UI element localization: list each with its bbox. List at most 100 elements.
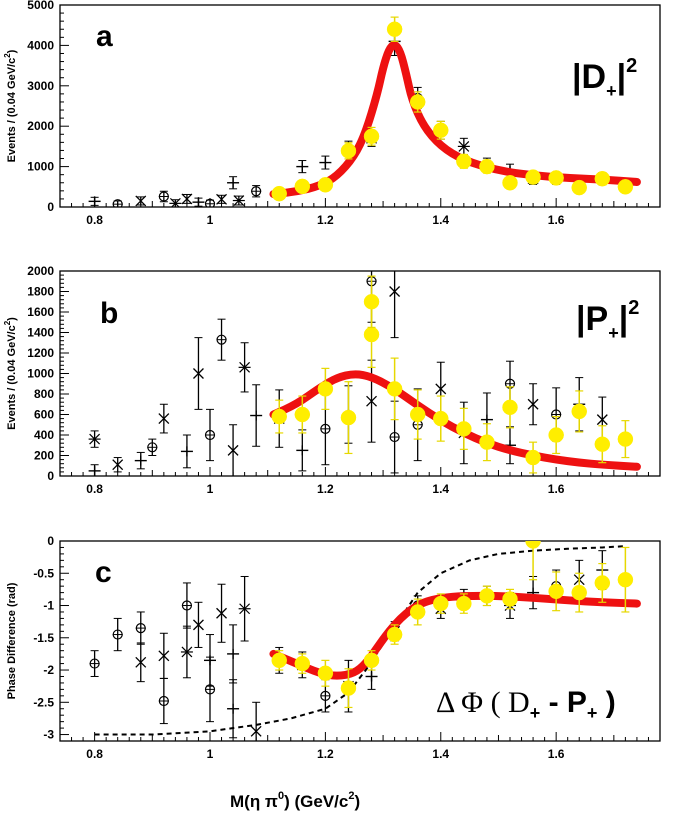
x-tick-label: 0.8 (86, 747, 103, 761)
black-marker (204, 429, 216, 441)
yellow-point (548, 427, 564, 443)
panel-annotation-c: Δ Φ ( D+ - P+ ) (436, 686, 616, 723)
y-axis-label-c: Phase Difference (rad) (6, 582, 18, 699)
yellow-point (548, 170, 564, 186)
black-marker (365, 671, 378, 682)
y-tick-label: 1800 (27, 285, 54, 299)
yellow-point (502, 399, 518, 416)
black-marker (296, 161, 309, 172)
x-axis-title: M(η π0) (GeV/c2) (230, 790, 360, 811)
yellow-point (386, 626, 403, 643)
x-tick-label: 1.2 (317, 747, 334, 761)
yellow-point (363, 294, 380, 310)
y-axis-label-a: Events / (0.04 GeV/c2) (3, 49, 18, 162)
y-tick-label: 200 (34, 449, 54, 463)
yellow-point (571, 179, 587, 196)
black-marker (88, 196, 101, 207)
black-marker-d2 (227, 444, 239, 456)
yellow-point (433, 122, 449, 138)
yellow-point (479, 158, 495, 175)
black-marker (320, 690, 331, 701)
black-marker-d2 (135, 195, 147, 207)
yellow-point (363, 652, 380, 669)
x-tick-label: 1.4 (432, 213, 449, 227)
plot-area-c (89, 541, 641, 741)
y-tick-label: 1400 (27, 326, 54, 340)
yellow-point (594, 575, 611, 591)
panel-b: 0.8 1 1.2 1.4 1.6 0 200 400 600 800 1000 1200 1400 16… (3, 264, 661, 496)
yellow-point (433, 595, 449, 612)
yellow-point (409, 406, 426, 423)
black-marker (238, 603, 251, 615)
black-marker-d2 (158, 413, 170, 425)
black-marker-d2 (366, 395, 377, 407)
black-marker (158, 191, 169, 202)
black-marker (193, 619, 204, 631)
x-tick-label: 1 (207, 482, 214, 496)
black-marker-d2 (596, 414, 608, 426)
black-marker-d2 (435, 383, 447, 395)
yellow-point (525, 169, 541, 185)
yellow-point (456, 421, 472, 437)
black-marker-d2 (389, 286, 401, 297)
black-marker-d2 (112, 459, 124, 471)
y-tick-label: -2 (43, 663, 54, 677)
black-marker (181, 193, 193, 205)
black-marker (180, 646, 193, 658)
yellow-point (271, 185, 287, 202)
x-tick-label: 1 (207, 213, 214, 227)
yellow-point (479, 434, 495, 450)
black-marker (296, 445, 309, 456)
black-marker-d2 (193, 619, 204, 631)
black-marker (320, 423, 331, 434)
plot-area-a (88, 16, 641, 207)
black-marker-d2 (527, 398, 539, 410)
black-marker (192, 197, 205, 207)
black-marker (227, 444, 239, 456)
black-marker (135, 656, 147, 668)
black-marker (112, 199, 123, 207)
x-tick-label: 0.8 (86, 482, 103, 496)
yellow-point (548, 583, 564, 600)
y-tick-label: 0 (47, 469, 54, 483)
black-marker (135, 195, 147, 207)
black-marker (238, 361, 251, 373)
black-marker (158, 695, 169, 707)
yellow-point (433, 410, 449, 427)
yellow-point (340, 143, 357, 159)
black-marker (435, 383, 447, 395)
y-tick-label: 600 (34, 408, 54, 422)
yellow-point (617, 431, 634, 447)
yellow-point (271, 652, 287, 669)
panel-annotation-a: |D+|2 (572, 55, 637, 101)
y-tick-label: 2000 (27, 119, 54, 133)
yellow-point (271, 408, 287, 425)
y-tick-label: -0.5 (33, 566, 54, 580)
x-tick-label: 0.8 (86, 213, 103, 227)
y-tick-label: -1 (43, 599, 54, 613)
x-tick-label: 1.2 (317, 213, 334, 227)
y-tick-label: 400 (34, 428, 54, 442)
panel-a: 0.8 1 1.2 1.4 1.6 0 1000 2000 3000 4000 5000 Events… (3, 0, 661, 227)
y-axis-label-b: Events / (0.04 GeV/c2) (3, 317, 18, 430)
black-marker (389, 286, 401, 297)
panel-letter-a: a (96, 20, 113, 53)
panel-letter-c: c (95, 556, 112, 589)
x-tick-label: 1.6 (548, 482, 565, 496)
yellow-point (502, 175, 518, 191)
yellow-point (340, 680, 357, 696)
black-marker (232, 195, 245, 206)
black-marker-d2 (135, 656, 147, 668)
black-marker (250, 725, 262, 737)
black-marker (251, 186, 262, 197)
y-tick-label: 5000 (27, 0, 54, 12)
x-tick-label: 1.4 (432, 747, 449, 761)
yellow-point (363, 326, 380, 343)
y-tick-label: 800 (34, 387, 54, 401)
black-marker-d2 (250, 725, 262, 737)
black-marker (112, 629, 123, 640)
y-tick-label: 0 (47, 534, 54, 548)
black-marker (457, 140, 470, 152)
x-tick-label: 1.6 (548, 213, 565, 227)
